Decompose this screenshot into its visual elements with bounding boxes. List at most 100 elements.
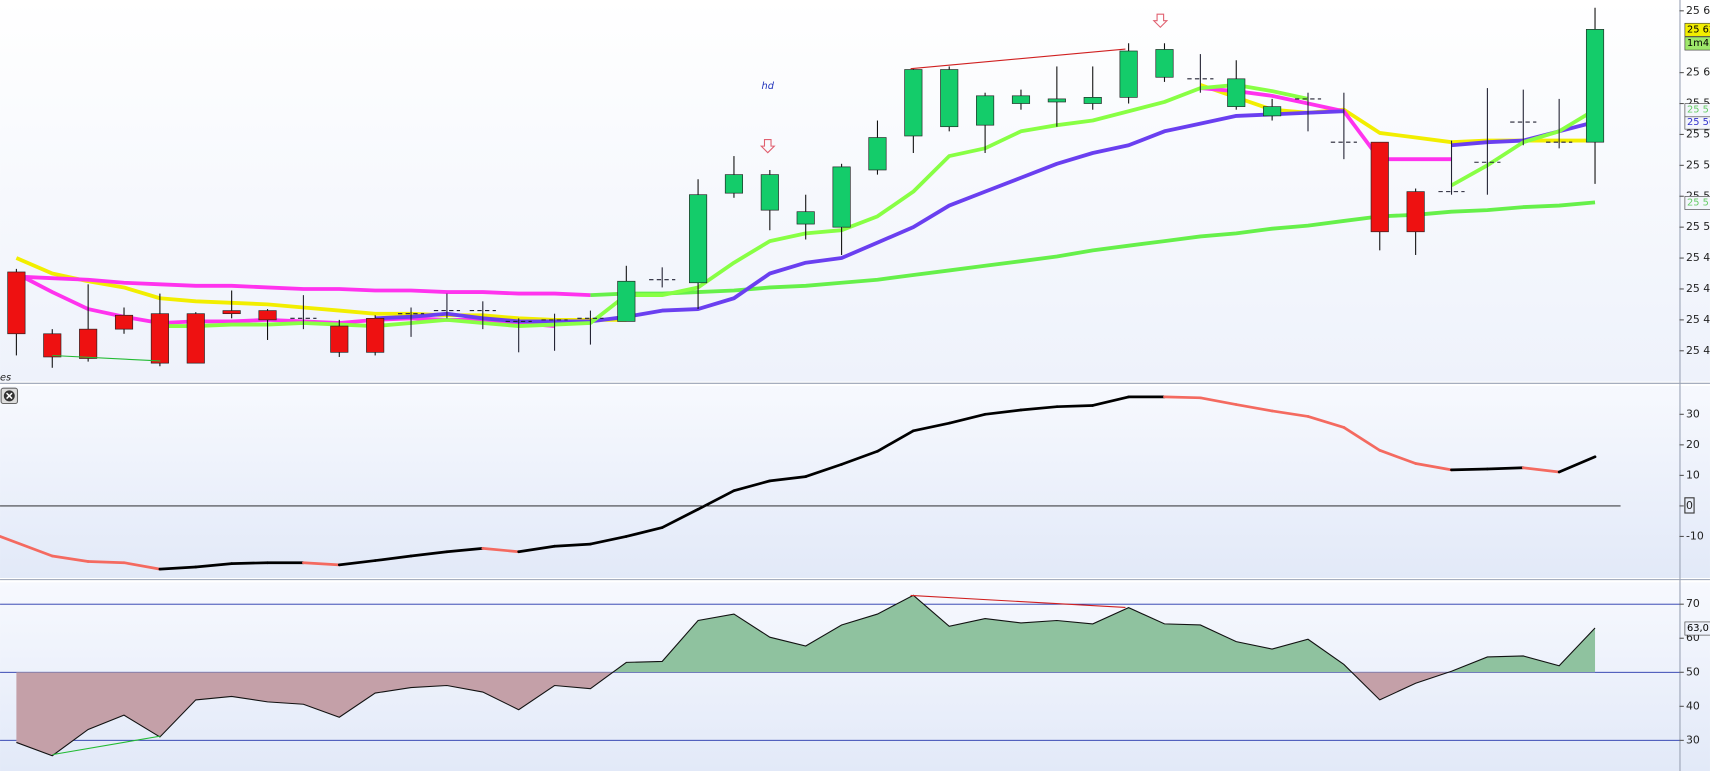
candle-body [617,280,636,322]
oscillator-segment [1055,404,1095,409]
candle-body [1585,29,1605,143]
oscillator-segment [517,544,556,554]
oscillator-segment [337,559,377,567]
oscillator-segment [983,408,1023,416]
candle-body [222,310,241,315]
oscillator-segment [1342,426,1382,452]
oscillator-segment [1378,448,1418,465]
candle-body [258,310,277,321]
oscillator-segment [1234,403,1274,413]
y-tick-label: -10 [1686,529,1704,542]
candle-body [1406,191,1425,233]
oscillator-segment [768,475,808,483]
candle-body [940,69,959,128]
oscillator-segment [86,560,126,565]
candle-body [976,95,995,126]
candle-body [43,333,62,358]
y-tick-label: 25 6 [1686,66,1710,79]
candle-body [150,313,169,364]
price-tag-box [1684,22,1710,37]
candle-body [760,174,779,211]
oscillator-segment [1306,415,1346,429]
oscillator-segment [876,429,915,453]
oscillator-segment [624,526,664,538]
oscillator-segment [732,479,772,493]
oscillator-panel [0,386,1710,578]
candle-body [366,317,385,353]
price-tag: 1m45 [1687,38,1710,49]
oscillator-segment [947,412,987,425]
y-tick-label: 40 [1686,699,1700,712]
candle-body [1263,106,1282,117]
footer-label: es [0,372,11,383]
rsi-line [16,594,1596,757]
candle-body [904,69,923,137]
oscillator-segment [409,550,449,558]
price-tag: 63,0 [1687,623,1709,634]
oscillator-segment [122,561,162,571]
price-tag: 25 5 [1687,197,1709,208]
y-tick-label: 10 [1686,468,1700,481]
price-tag-box [1684,36,1710,51]
price-tag: 25 5 [1687,105,1709,116]
y-tick-label: 25 56 [1686,127,1710,140]
candle-body [7,271,26,335]
candle-body [796,211,815,225]
oscillator-segment [1199,396,1238,406]
oscillator-segment [1486,466,1525,471]
oscillator-segment [0,535,54,558]
divergence-line [910,594,1126,608]
y-tick-label: 70 [1686,597,1700,610]
rsi-area-below [16,672,1596,756]
oscillator-segment [1557,455,1597,474]
y-tick-label: 0 [1686,499,1693,512]
y-tick-label: 50 [1686,665,1700,678]
candle-body [868,137,887,171]
moving-average [16,274,591,298]
oscillator-segment [1270,409,1310,418]
candle-body [1011,95,1031,104]
divergence-line [52,735,161,756]
candle-body [1083,97,1102,104]
oscillator-segment [373,554,413,562]
y-tick-label: 25 64 [1686,4,1710,17]
price-tag: 25 56 [1687,117,1710,128]
y-tick-label: 25 48 [1686,251,1710,264]
candle-body [689,194,708,284]
y-tick-label: 25 5 [1686,220,1710,233]
oscillator-segment [589,535,628,546]
candle-body [724,174,744,194]
oscillator-segment [1019,405,1059,412]
oscillator-segment [1414,462,1453,472]
price-tag-box [1684,196,1710,210]
signal-arrow [759,139,776,154]
candle-body [330,325,349,353]
y-tick-label: 30 [1686,407,1700,420]
candle-body [186,313,205,364]
oscillator-segment [230,561,269,565]
candle-body [1119,50,1138,98]
y-tick-label: 20 [1686,438,1700,451]
rsi-area-above [16,595,1596,673]
oscillator-segment [481,546,521,554]
candle-body [79,328,98,359]
divergence-line [52,354,161,362]
y-tick-label: 25 54 [1686,158,1710,171]
oscillator-segment [911,421,951,433]
y-tick-label: 25 42 [1686,344,1710,357]
candle-body [1370,141,1389,233]
close-button[interactable] [0,387,19,405]
price-tag: 25 62 [1687,24,1710,35]
oscillator-segment [553,542,592,548]
y-tick-label: 25 46 [1686,282,1710,295]
oscillator-segment [804,463,843,478]
oscillator-segment [50,554,90,563]
oscillator-segment [1521,466,1561,474]
candle-body [114,314,134,330]
price-tag-box [1684,103,1710,118]
oscillator-segment [1163,395,1202,400]
candle-body [1155,49,1174,78]
